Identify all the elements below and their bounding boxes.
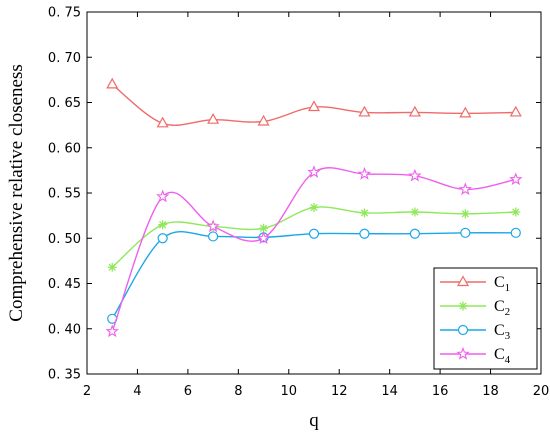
asterisk-stroke <box>108 263 116 271</box>
asterisk-stroke <box>360 209 369 217</box>
legend-label: C1 <box>494 274 510 294</box>
x-tick-label: 20 <box>533 384 550 399</box>
data-point <box>509 105 522 117</box>
data-point <box>107 262 117 272</box>
x-tick-label: 18 <box>482 384 499 399</box>
y-tick-label: 0. 60 <box>48 141 81 156</box>
legend-marker <box>456 275 470 287</box>
data-point <box>256 231 271 244</box>
asterisk-stroke <box>259 224 268 232</box>
data-point <box>307 100 321 112</box>
legend-marker <box>456 346 470 360</box>
series-4 <box>105 165 523 338</box>
data-point <box>208 231 219 242</box>
legend-box <box>433 267 538 370</box>
data-point <box>106 77 119 89</box>
data-point <box>459 106 472 118</box>
data-point <box>511 207 521 217</box>
data-point <box>257 114 270 126</box>
x-tick-label: 6 <box>184 384 192 399</box>
x-tick-label: 14 <box>381 384 398 399</box>
data-point <box>207 112 220 124</box>
data-point <box>155 189 170 203</box>
x-tick-label: 8 <box>234 384 242 399</box>
x-tick-label: 2 <box>83 384 91 399</box>
x-tick-label: 4 <box>133 384 141 399</box>
data-point <box>510 227 521 238</box>
data-point <box>408 168 422 182</box>
data-point <box>409 228 420 239</box>
y-tick-label: 0. 45 <box>48 277 81 292</box>
y-tick-label: 0. 35 <box>48 368 81 383</box>
y-tick-label: 0. 75 <box>48 6 81 21</box>
y-tick-label: 0. 40 <box>48 322 81 337</box>
data-point <box>158 220 168 230</box>
x-axis-title: q <box>309 410 319 431</box>
legend-label-name: C <box>494 274 505 291</box>
data-point <box>509 172 523 186</box>
data-point <box>308 228 320 239</box>
x-tick-label: 12 <box>331 384 348 399</box>
asterisk-stroke <box>310 203 318 212</box>
legend-label-name: C <box>494 298 505 315</box>
data-point <box>309 202 319 212</box>
asterisk-stroke <box>461 210 469 218</box>
asterisk-stroke <box>159 221 167 229</box>
legend-marker <box>458 301 468 311</box>
data-point <box>206 219 220 233</box>
x-tick-label: 16 <box>432 384 449 399</box>
y-axis-title: Comprehensive relative closeness <box>6 64 27 321</box>
legend-label-name: C <box>494 346 505 363</box>
data-point <box>460 209 470 219</box>
legend-label-subscript: 1 <box>505 282 511 294</box>
legend-label: C2 <box>494 298 510 318</box>
legend-label-subscript: 4 <box>505 354 511 366</box>
series-3 <box>107 227 521 324</box>
data-point <box>410 207 420 217</box>
series-1 <box>106 77 522 128</box>
legend-label: C3 <box>494 322 511 342</box>
data-point <box>359 208 369 218</box>
legend-label-subscript: 3 <box>505 330 511 342</box>
y-tick-label: 0. 70 <box>48 51 81 66</box>
data-point <box>458 182 473 196</box>
y-tick-label: 0. 55 <box>48 187 81 202</box>
legend-label-subscript: 2 <box>505 306 511 318</box>
data-point <box>359 228 370 239</box>
asterisk-stroke <box>459 302 467 310</box>
data-point <box>357 166 372 180</box>
legend-marker <box>457 324 469 336</box>
data-point <box>408 105 421 117</box>
data-point <box>157 233 168 244</box>
data-point <box>358 105 371 117</box>
asterisk-stroke <box>512 208 520 216</box>
data-point <box>105 324 119 338</box>
data-point <box>156 116 169 128</box>
data-point <box>307 165 321 178</box>
legend-label-name: C <box>494 322 505 339</box>
y-tick-label: 0. 50 <box>48 232 81 247</box>
x-tick-label: 10 <box>281 384 298 399</box>
data-point <box>460 227 471 238</box>
legend-label: C4 <box>494 346 511 366</box>
y-tick-label: 0. 65 <box>48 96 81 111</box>
asterisk-stroke <box>411 208 419 216</box>
